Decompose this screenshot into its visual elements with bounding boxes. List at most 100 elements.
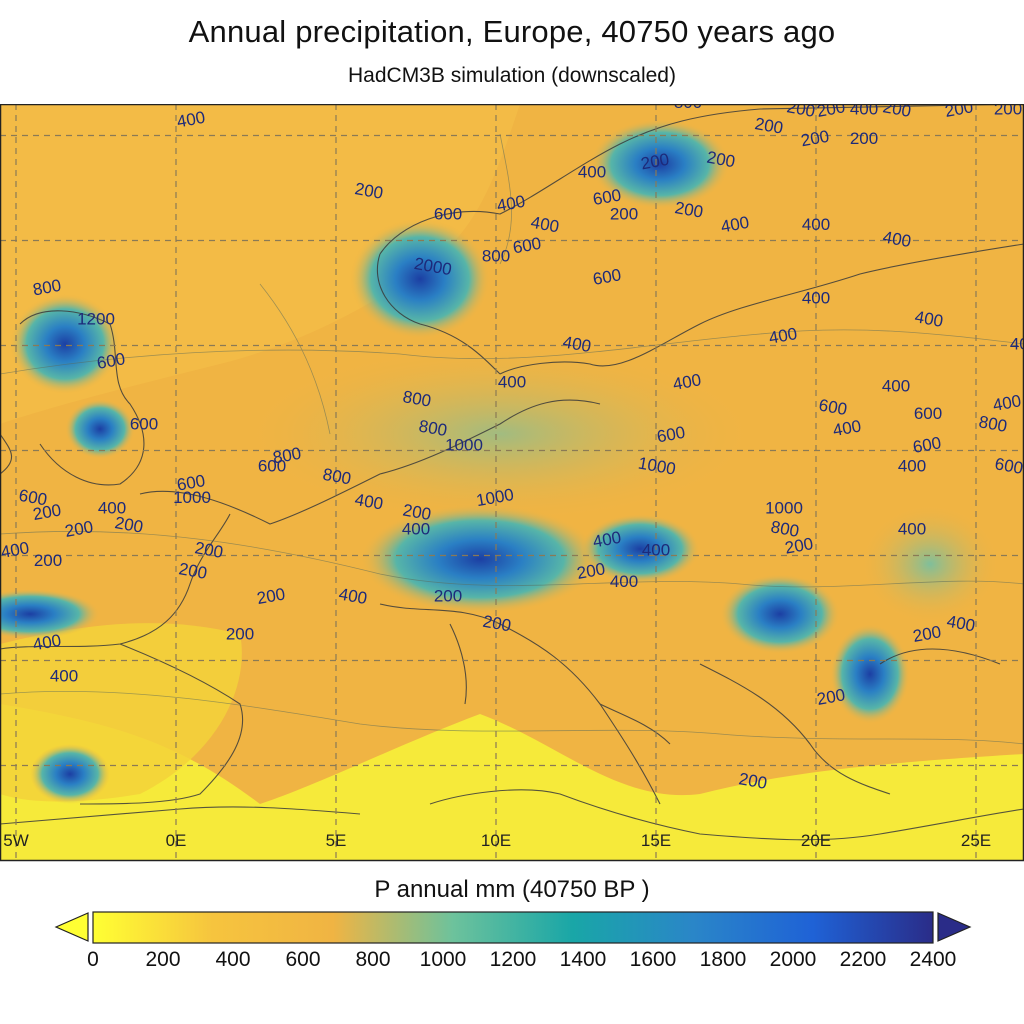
contour-labels: 4008002002004002002002002002002002002004… bbox=[0, 104, 1024, 793]
contour-label: 200 bbox=[799, 127, 830, 151]
colorbar-tick-label: 1000 bbox=[419, 948, 467, 971]
contour-label: 200 bbox=[994, 104, 1022, 119]
contour-label: 600 bbox=[17, 486, 48, 510]
wet-wales bbox=[65, 399, 135, 459]
contour-label: 400 bbox=[898, 520, 926, 539]
wet-balkans bbox=[830, 624, 910, 724]
sea-tint bbox=[0, 104, 520, 424]
contour-label: 200 bbox=[575, 559, 606, 583]
contour-label: 600 bbox=[258, 457, 286, 476]
contour-label: 600 bbox=[434, 205, 462, 224]
contour-label: 200 bbox=[783, 534, 814, 558]
contour-label: 400 bbox=[671, 370, 702, 394]
contour-label: 200 bbox=[177, 559, 208, 583]
contour-label: 200 bbox=[34, 551, 62, 570]
contour-label: 200 bbox=[785, 104, 816, 121]
wet-dinarides bbox=[720, 574, 840, 654]
contour-label: 400 bbox=[578, 163, 606, 182]
contour-label: 600 bbox=[914, 404, 942, 423]
contour-label: 600 bbox=[993, 454, 1024, 478]
contour-label: 400 bbox=[591, 528, 622, 552]
contour-label: 600 bbox=[591, 185, 622, 209]
contour-label: 600 bbox=[591, 265, 622, 289]
contour-label: 200 bbox=[434, 587, 462, 606]
colorbar-tick-label: 400 bbox=[215, 948, 251, 971]
wet-east-alps bbox=[580, 514, 700, 584]
contour-label: 200 bbox=[401, 500, 432, 524]
longitude-label: 10E bbox=[481, 831, 511, 850]
longitude-label: 5W bbox=[3, 831, 29, 850]
contour-label: 200 bbox=[673, 198, 704, 222]
coastlines bbox=[0, 104, 1024, 841]
colorbar-tick-label: 1400 bbox=[559, 948, 607, 971]
longitude-label: 20E bbox=[801, 831, 831, 850]
wet-atlas bbox=[30, 744, 110, 804]
contour-label: 800 bbox=[977, 412, 1008, 436]
longitude-label: 25E bbox=[961, 831, 991, 850]
contour-label: 400 bbox=[850, 104, 878, 119]
wet-norway bbox=[350, 219, 490, 339]
contour-label: 400 bbox=[610, 572, 638, 591]
longitude-label: 0E bbox=[166, 831, 187, 850]
precipitation-map: 4008002002004002002002002002002002002004… bbox=[0, 104, 1024, 862]
contour-label: 200 bbox=[737, 769, 768, 793]
contour-label: 200 bbox=[255, 584, 286, 608]
map-title: Annual precipitation, Europe, 40750 year… bbox=[188, 14, 836, 49]
contour-label: 600 bbox=[911, 433, 942, 457]
contour-label: 400 bbox=[98, 499, 126, 518]
contour-label: 200 bbox=[705, 148, 736, 172]
contour-label: 400 bbox=[1010, 335, 1024, 354]
colorbar-ticks: 0 200 400 600 800 1000 1200 1400 1600 1800 2000 220… bbox=[0, 948, 1024, 978]
contour-label: 400 bbox=[881, 227, 912, 251]
contour-label: 200 bbox=[639, 150, 670, 174]
contour-label: 200 bbox=[610, 205, 638, 224]
colorbar-tick-label: 2000 bbox=[769, 948, 817, 971]
contour-label: 400 bbox=[50, 667, 78, 686]
contour-label: 400 bbox=[175, 108, 206, 132]
contour-label: 400 bbox=[767, 324, 798, 348]
contour-label: 400 bbox=[802, 215, 830, 234]
contour-label: 400 bbox=[991, 391, 1022, 415]
contour-label: 600 bbox=[175, 471, 206, 495]
contour-label: 200 bbox=[226, 625, 254, 644]
colorbar-tick-label: 2400 bbox=[909, 948, 957, 971]
colorbar-gradient bbox=[92, 911, 934, 944]
contour-label: 400 bbox=[882, 377, 910, 396]
colorbar-tick-label: 600 bbox=[285, 948, 321, 971]
contour-label: 1000 bbox=[445, 436, 483, 455]
colorbar-tick-label: 0 bbox=[87, 948, 99, 971]
contour-label: 400 bbox=[802, 289, 830, 308]
colorbar-label: P annual mm (40750 BP ) bbox=[374, 876, 650, 903]
contour-label: 400 bbox=[945, 612, 976, 636]
contour-label: 800 bbox=[271, 444, 302, 468]
contour-label: 200 bbox=[481, 612, 512, 636]
colorbar-tick-label: 2200 bbox=[839, 948, 887, 971]
contour-label: 1000 bbox=[765, 499, 803, 518]
wet-carpathians bbox=[860, 504, 1000, 624]
contour-label: 800 bbox=[401, 387, 432, 411]
contour-label: 200 bbox=[815, 685, 846, 709]
contour-label: 400 bbox=[353, 490, 384, 514]
contour-label: 1000 bbox=[173, 488, 211, 507]
contour-label: 400 bbox=[898, 457, 926, 476]
contour-label: 600 bbox=[511, 234, 542, 258]
contour-label: 400 bbox=[498, 373, 526, 392]
dry-zone-south bbox=[0, 704, 1024, 860]
contour-label: 800 bbox=[417, 416, 448, 440]
graticule bbox=[0, 104, 1024, 860]
contour-label: 200 bbox=[911, 622, 942, 646]
contour-label: 800 bbox=[321, 465, 352, 489]
colorbar-under-arrow bbox=[54, 912, 89, 942]
contour-label: 200 bbox=[353, 179, 384, 203]
contour-label: 600 bbox=[95, 349, 126, 373]
contour-label: 400 bbox=[561, 332, 592, 356]
colorbar-over-arrow bbox=[937, 912, 972, 942]
contour-label: 600 bbox=[130, 415, 158, 434]
colorbar-tick-label: 1800 bbox=[699, 948, 747, 971]
contour-label: 600 bbox=[655, 423, 686, 447]
contour-lines bbox=[0, 133, 1024, 745]
map-subtitle: HadCM3B simulation (downscaled) bbox=[348, 64, 676, 87]
contour-label: 400 bbox=[495, 192, 526, 216]
colorbar-tick-label: 1600 bbox=[629, 948, 677, 971]
contour-label: 200 bbox=[943, 104, 974, 121]
